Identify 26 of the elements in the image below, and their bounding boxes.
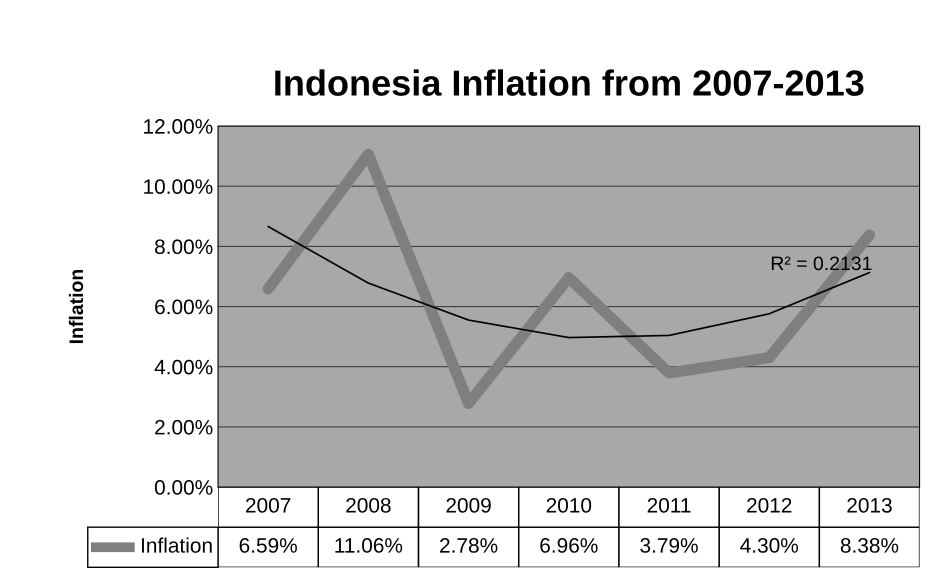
data-label: 4.30% [740, 538, 798, 553]
data-label: 11.06% [335, 538, 402, 553]
y-tick-label: 12.00% [144, 119, 212, 134]
legend-label: Inflation [142, 538, 212, 553]
y-tick-label: 10.00% [144, 179, 212, 194]
data-label: 3.79% [640, 538, 698, 553]
x-tick-label: 2010 [546, 498, 592, 513]
y-tick-label: 4.00% [154, 360, 212, 374]
y-axis-title: Inflation [68, 270, 84, 344]
y-tick-label: 6.00% [155, 300, 212, 314]
data-label: 6.96% [540, 538, 598, 553]
line-series [267, 226, 870, 338]
y-tick-label: 0.00% [154, 480, 212, 495]
annotation: R² = 0.2131 [772, 256, 872, 270]
chart-title: Indonesia Inflation from 2007-2013 [275, 69, 864, 96]
y-tick-label: 8.00% [155, 239, 212, 254]
data-label: 2.78% [440, 538, 498, 553]
x-tick-label: 2008 [346, 498, 391, 513]
x-tick-label: 2009 [446, 498, 491, 513]
x-tick-label: 2013 [847, 498, 892, 513]
data-label: 6.59% [240, 538, 297, 553]
x-tick-label: 2011 [648, 498, 690, 513]
data-label: 8.38% [840, 538, 898, 553]
x-tick-label: 2012 [747, 498, 792, 513]
x-tick-label: 2007 [246, 498, 290, 513]
y-tick-label: 2.00% [155, 420, 212, 435]
